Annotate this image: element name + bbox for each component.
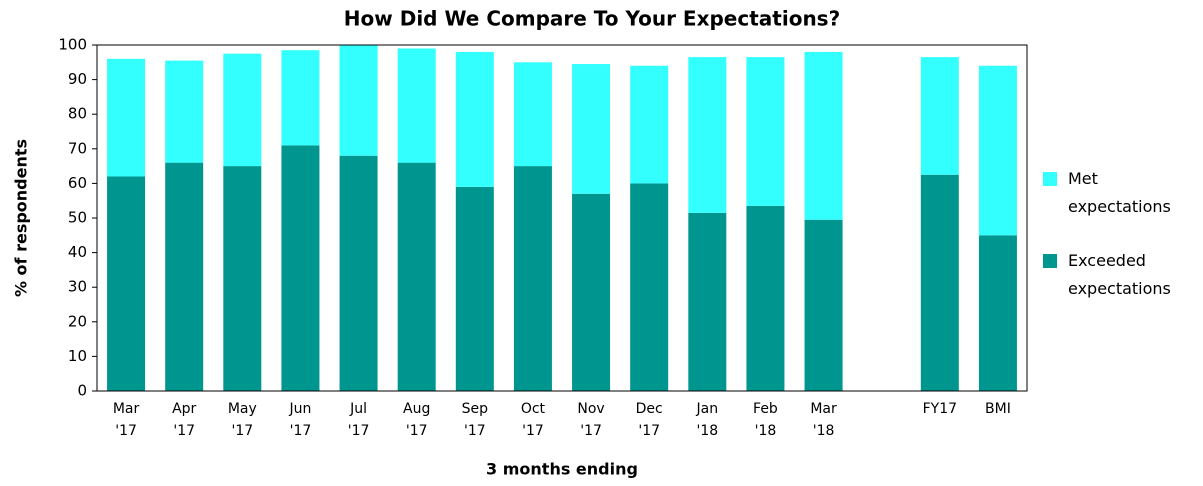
bar-segment bbox=[630, 183, 669, 391]
bar-segment bbox=[630, 65, 669, 184]
y-tick-label: 30 bbox=[68, 278, 87, 296]
bar-segment bbox=[688, 212, 727, 391]
x-tick-label: May '17 bbox=[227, 401, 257, 439]
x-tick-label: Jul '17 bbox=[347, 401, 370, 439]
y-tick-label: 80 bbox=[68, 105, 87, 123]
x-tick-label: Nov '17 bbox=[577, 401, 605, 439]
x-tick-label: Jun '17 bbox=[289, 401, 312, 439]
plot-frame bbox=[96, 44, 1028, 392]
bar-segment bbox=[804, 51, 843, 220]
bar-segment bbox=[455, 51, 494, 187]
bar-segment bbox=[455, 186, 494, 391]
y-tick-label: 10 bbox=[68, 347, 87, 365]
x-tick-label: Feb '18 bbox=[753, 401, 778, 439]
legend-label: Exceeded expectations bbox=[1068, 251, 1171, 298]
x-tick-label: Mar '17 bbox=[112, 401, 140, 439]
bar-segment bbox=[513, 166, 552, 391]
bar-segment bbox=[165, 60, 204, 163]
x-tick-label: FY17 bbox=[922, 401, 958, 417]
bar-segment bbox=[920, 174, 959, 391]
bar-segment bbox=[165, 162, 204, 391]
bar-segment bbox=[572, 64, 611, 194]
bar-segment bbox=[746, 205, 785, 391]
bar-segment bbox=[339, 45, 378, 156]
bar-segment bbox=[688, 57, 727, 213]
legend-label: Met expectations bbox=[1068, 169, 1171, 216]
y-tick-label: 70 bbox=[68, 139, 87, 157]
bar-segment bbox=[397, 162, 436, 391]
y-tick-label: 90 bbox=[68, 70, 87, 88]
bar-segment bbox=[107, 58, 146, 177]
y-tick-label: 60 bbox=[68, 174, 87, 192]
y-tick-label: 100 bbox=[58, 36, 87, 54]
chart-title: How Did We Compare To Your Expectations? bbox=[344, 7, 840, 31]
x-tick-label: Dec '17 bbox=[635, 401, 663, 439]
bar-segment bbox=[281, 50, 320, 146]
x-tick-label: Oct '17 bbox=[520, 401, 546, 439]
y-tick-label: 40 bbox=[68, 243, 87, 261]
bar-segment bbox=[572, 193, 611, 391]
bar-segment bbox=[920, 57, 959, 175]
x-axis-label: 3 months ending bbox=[486, 460, 638, 479]
bar-segment bbox=[223, 166, 262, 391]
bar-segment bbox=[223, 53, 262, 167]
bar-segment bbox=[281, 145, 320, 391]
y-axis-label: % of respondents bbox=[12, 139, 31, 297]
bar-segment bbox=[978, 235, 1017, 391]
bar-segment bbox=[978, 65, 1017, 236]
x-tick-label: BMI bbox=[985, 401, 1011, 417]
x-tick-label: Sep '17 bbox=[461, 401, 488, 439]
bar-segment bbox=[397, 48, 436, 163]
bar-segment bbox=[513, 62, 552, 167]
bar-segment bbox=[339, 155, 378, 391]
bar-segment bbox=[746, 57, 785, 206]
bar-segment bbox=[107, 176, 146, 391]
y-tick-label: 50 bbox=[68, 209, 87, 227]
legend-swatch bbox=[1043, 172, 1057, 186]
y-tick-label: 20 bbox=[68, 312, 87, 330]
legend-swatch bbox=[1043, 254, 1057, 268]
y-tick-label: 0 bbox=[77, 382, 87, 400]
bar-segment bbox=[804, 219, 843, 391]
x-tick-label: Jan '18 bbox=[696, 401, 719, 439]
x-tick-label: Aug '17 bbox=[403, 401, 431, 439]
x-tick-label: Mar '18 bbox=[810, 401, 837, 439]
x-tick-label: Apr '17 bbox=[172, 401, 197, 439]
